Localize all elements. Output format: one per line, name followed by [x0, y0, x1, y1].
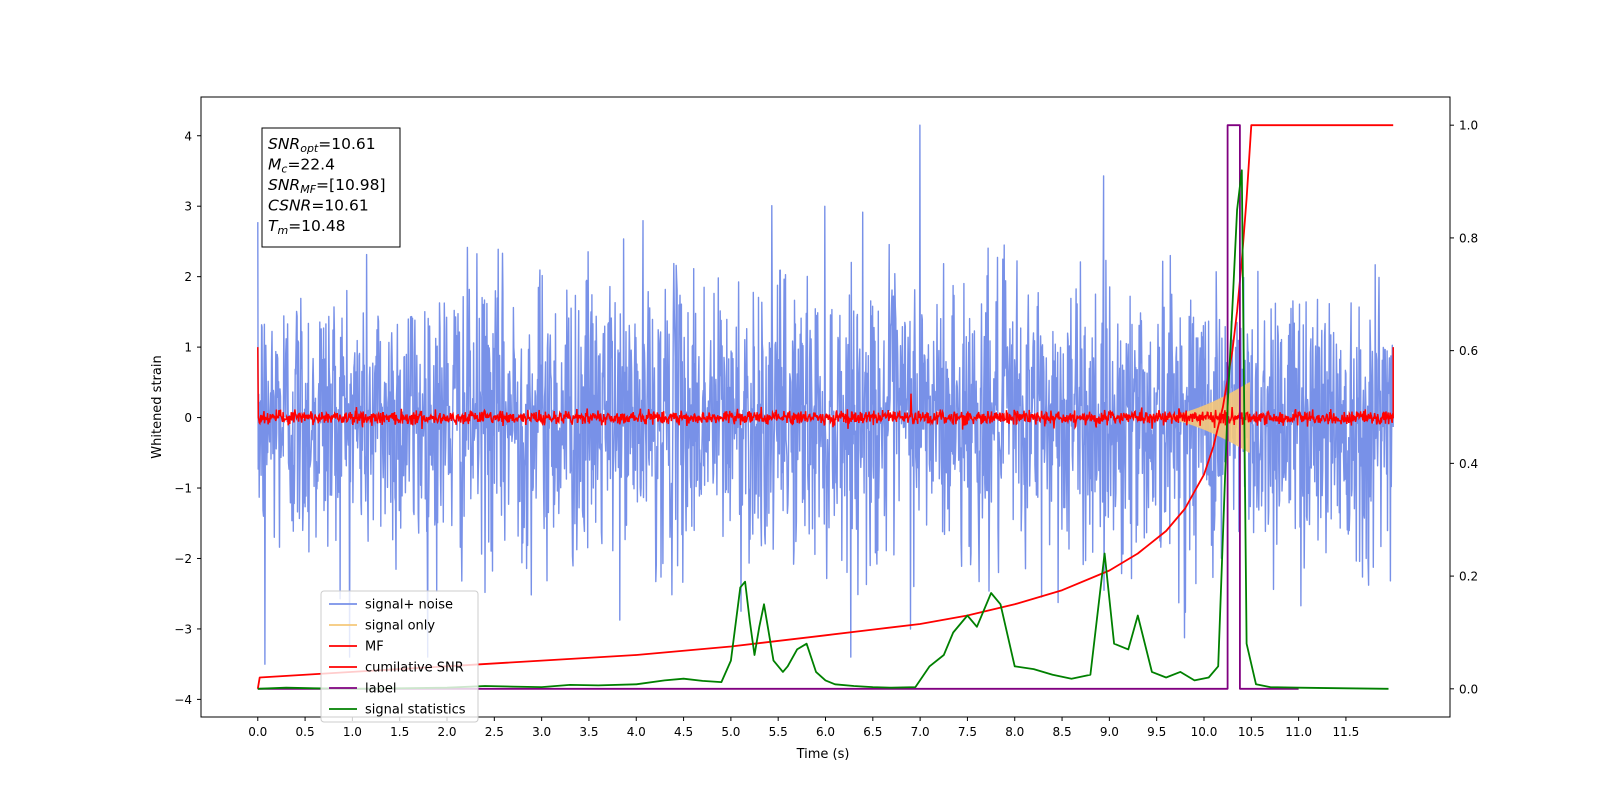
y-left-tick-label: 4 — [184, 129, 192, 143]
legend: signal+ noise signal only MF cumilative SNR… — [320, 590, 479, 723]
annotation-symbol: M — [268, 156, 281, 174]
x-tick-label: 6.5 — [863, 725, 882, 739]
x-tick-label: 2.5 — [485, 725, 504, 739]
y-left-tick-label: −1 — [174, 482, 192, 496]
x-tick-label: 1.0 — [343, 725, 362, 739]
annotation-symbol: CSNR — [268, 197, 311, 215]
y-right-tick-label: 0.2 — [1459, 570, 1478, 584]
legend-frame — [320, 590, 479, 723]
annotation-subscript: c — [281, 163, 287, 176]
annotation-line: Tm=10.48 — [268, 217, 346, 237]
annotation-value: =[10.98] — [316, 176, 385, 194]
y-left-tick-label: 2 — [184, 270, 192, 284]
annotation-line: Mc=22.4 — [268, 156, 335, 176]
series-signal-noise — [257, 124, 1394, 665]
series-signal-only — [1156, 382, 1250, 453]
annotation-value: =10.61 — [318, 135, 375, 153]
y-left-tick-label: 3 — [184, 200, 192, 214]
y-left-tick-label: 1 — [184, 341, 192, 355]
x-tick-label: 10.5 — [1238, 725, 1265, 739]
annotation-subscript: m — [277, 224, 288, 237]
x-tick-label: 11.0 — [1285, 725, 1312, 739]
annotation-value: =10.48 — [288, 217, 345, 235]
x-tick-label: 0.0 — [248, 725, 267, 739]
annotation-symbol: T — [268, 217, 279, 235]
annotation-subscript: opt — [300, 142, 319, 155]
y-axis-label-left: Whitened strain — [150, 355, 165, 458]
legend-label: signal statistics — [365, 703, 466, 718]
y-left-tick-label: −2 — [174, 552, 192, 566]
annotation-box: SNRopt=10.61Mc=22.4SNRMF=[10.98]CSNR=10.… — [261, 127, 401, 248]
x-tick-label: 0.5 — [296, 725, 315, 739]
x-tick-label: 8.0 — [1005, 725, 1024, 739]
legend-label: cumilative SNR — [365, 661, 464, 676]
x-tick-label: 9.5 — [1147, 725, 1166, 739]
legend-label: MF — [365, 640, 384, 655]
x-tick-label: 3.5 — [579, 725, 598, 739]
y-right-tick-label: 0.6 — [1459, 344, 1478, 358]
x-tick-label: 5.0 — [721, 725, 740, 739]
x-tick-label: 5.5 — [769, 725, 788, 739]
annotation-line: SNRopt=10.61 — [268, 135, 376, 155]
x-tick-label: 4.0 — [627, 725, 646, 739]
series-cumulative-snr — [256, 124, 1394, 689]
annotation-value: =10.61 — [311, 197, 368, 215]
annotation-subscript: MF — [300, 183, 316, 196]
y-right-tick-label: 0.0 — [1459, 682, 1478, 696]
legend-label: label — [365, 682, 396, 697]
annotation-value: =22.4 — [287, 156, 335, 174]
y-right-tick-label: 0.8 — [1459, 231, 1478, 245]
x-tick-label: 7.0 — [911, 725, 930, 739]
x-tick-label: 7.5 — [958, 725, 977, 739]
x-tick-label: 10.0 — [1191, 725, 1218, 739]
y-left-tick-label: 0 — [184, 411, 192, 425]
y-right-tick-label: 0.4 — [1459, 457, 1478, 471]
x-tick-label: 6.0 — [816, 725, 835, 739]
y-right-tick-label: 1.0 — [1459, 119, 1478, 133]
legend-label: signal+ noise — [365, 598, 453, 613]
x-tick-label: 1.5 — [390, 725, 409, 739]
axes-layer: 0.0 0.5 1.0 1.5 2.0 2.5 3.0 3.5 4.0 4.5 5.0 5.5 6.0 6… — [174, 119, 1478, 739]
x-tick-label: 3.0 — [532, 725, 551, 739]
x-tick-label: 2.0 — [437, 725, 456, 739]
x-tick-label: 4.5 — [674, 725, 693, 739]
x-tick-label: 8.5 — [1053, 725, 1072, 739]
series-signal-statistics — [257, 169, 1389, 690]
annotation-symbol: SNR — [268, 176, 300, 194]
annotation-symbol: SNR — [268, 135, 300, 153]
annotation-line: CSNR=10.61 — [268, 197, 369, 215]
legend-label: signal only — [365, 619, 435, 634]
x-tick-label: 9.0 — [1100, 725, 1119, 739]
y-left-tick-label: −4 — [174, 693, 192, 707]
series-mf — [257, 347, 1394, 430]
y-left-tick-label: −3 — [174, 622, 192, 636]
annotation-frame — [261, 127, 401, 248]
annotation-line: SNRMF=[10.98] — [268, 176, 386, 196]
x-axis-label: Time (s) — [796, 747, 850, 762]
x-tick-label: 11.5 — [1333, 725, 1360, 739]
series-label — [257, 124, 1299, 690]
series-layer — [256, 124, 1394, 690]
